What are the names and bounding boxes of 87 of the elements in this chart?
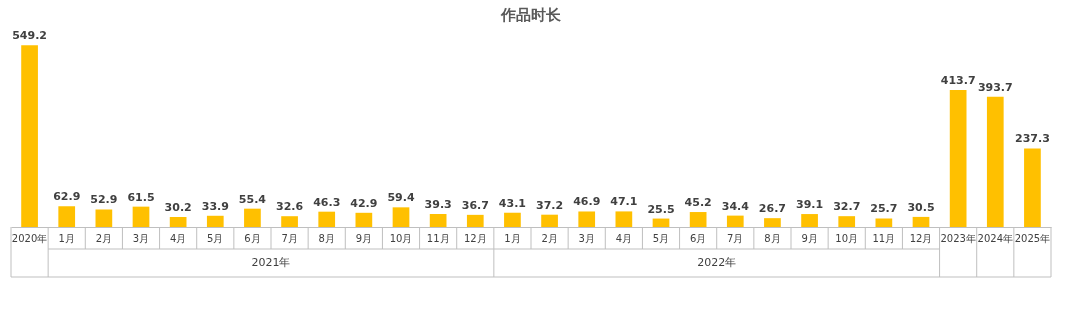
x-tick-label: 10月 (835, 232, 859, 244)
bar (504, 212, 521, 227)
x-tick-label: 4月 (169, 232, 187, 244)
data-label: 34.4 (721, 199, 750, 213)
bar (281, 216, 298, 227)
bar (392, 207, 410, 227)
data-label: 39.3 (424, 197, 452, 211)
x-tick-label: 4月 (615, 232, 633, 244)
x-tick-label: 2023年 (940, 232, 976, 244)
bar (726, 215, 744, 227)
data-label: 47.1 (610, 195, 638, 209)
x-tick-label: 2024年 (977, 232, 1014, 244)
data-label: 25.5 (647, 202, 675, 216)
bar (244, 208, 261, 227)
x-tick-label: 3月 (578, 232, 595, 244)
x-tick-label: 3月 (132, 232, 150, 244)
data-label: 43.1 (498, 196, 526, 210)
x-tick-label: 12月 (463, 232, 487, 244)
bar (652, 218, 670, 227)
data-label: 33.9 (201, 199, 229, 213)
bar (986, 96, 1004, 227)
x-tick-label: 5月 (652, 232, 670, 244)
bar (95, 209, 113, 227)
x-tick-label: 7月 (727, 232, 744, 244)
data-label: 61.5 (127, 190, 155, 204)
bar (21, 45, 38, 227)
x-tick-label: 2020年 (11, 232, 48, 244)
data-label: 37.2 (536, 198, 564, 212)
bar (615, 211, 633, 227)
bar (206, 215, 224, 227)
data-label: 62.9 (53, 190, 81, 204)
data-label: 52.9 (90, 193, 118, 207)
bar (318, 211, 336, 227)
x-tick-label: 1月 (58, 232, 75, 244)
x-tick-label: 9月 (355, 232, 373, 244)
text: 2022年 (697, 256, 737, 269)
bar (912, 216, 930, 227)
data-label: 30.5 (907, 200, 935, 214)
bar (132, 206, 150, 227)
data-label: 55.4 (238, 192, 267, 206)
x-tick-label: 11月 (426, 232, 450, 244)
x-tick-label: 2月 (541, 232, 558, 244)
data-label: 26.7 (758, 202, 786, 216)
data-label: 32.6 (276, 200, 304, 214)
x-tick-label: 12月 (909, 232, 933, 244)
bar (578, 211, 596, 227)
bar (838, 216, 856, 227)
bar (801, 214, 818, 227)
x-tick-label: 11月 (872, 232, 896, 244)
x-tick-label: 2月 (95, 232, 113, 244)
bar (58, 206, 76, 227)
data-label: 46.9 (573, 195, 601, 209)
x-tick-label: 10月 (389, 232, 413, 244)
text: 2021年 (251, 256, 291, 269)
x-tick-label: 9月 (801, 232, 818, 244)
data-label: 42.9 (350, 196, 378, 210)
chart-title: 作品时长 (500, 6, 562, 24)
x-tick-label: 8月 (318, 232, 335, 244)
data-label: 36.7 (461, 198, 489, 212)
bar (689, 212, 707, 227)
data-label: 549.2 (12, 29, 47, 43)
bar (169, 217, 187, 227)
bar (949, 90, 967, 227)
data-label: 45.2 (684, 196, 712, 210)
bar (1024, 148, 1041, 227)
bar (541, 214, 558, 227)
bar (764, 218, 781, 227)
data-label: 413.7 (940, 74, 976, 88)
data-label: 25.7 (870, 202, 898, 216)
x-tick-label: 6月 (689, 232, 707, 244)
bar (355, 212, 373, 227)
data-label: 39.1 (796, 198, 824, 212)
bar (429, 213, 447, 227)
x-tick-label: 2025年 (1014, 232, 1051, 244)
bar (466, 214, 484, 227)
x-tick-label: 8月 (764, 232, 781, 244)
data-label: 237.3 (1015, 132, 1050, 146)
x-tick-label: 1月 (504, 232, 521, 244)
data-label: 32.7 (833, 200, 861, 214)
data-label: 30.2 (164, 201, 192, 214)
data-label: 46.3 (313, 195, 341, 209)
data-label: 393.7 (977, 80, 1013, 94)
x-tick-label: 7月 (281, 232, 298, 244)
data-label: 59.4 (387, 191, 415, 205)
x-tick-label: 6月 (244, 232, 261, 244)
x-tick-label: 5月 (207, 232, 224, 244)
bar (875, 218, 893, 227)
